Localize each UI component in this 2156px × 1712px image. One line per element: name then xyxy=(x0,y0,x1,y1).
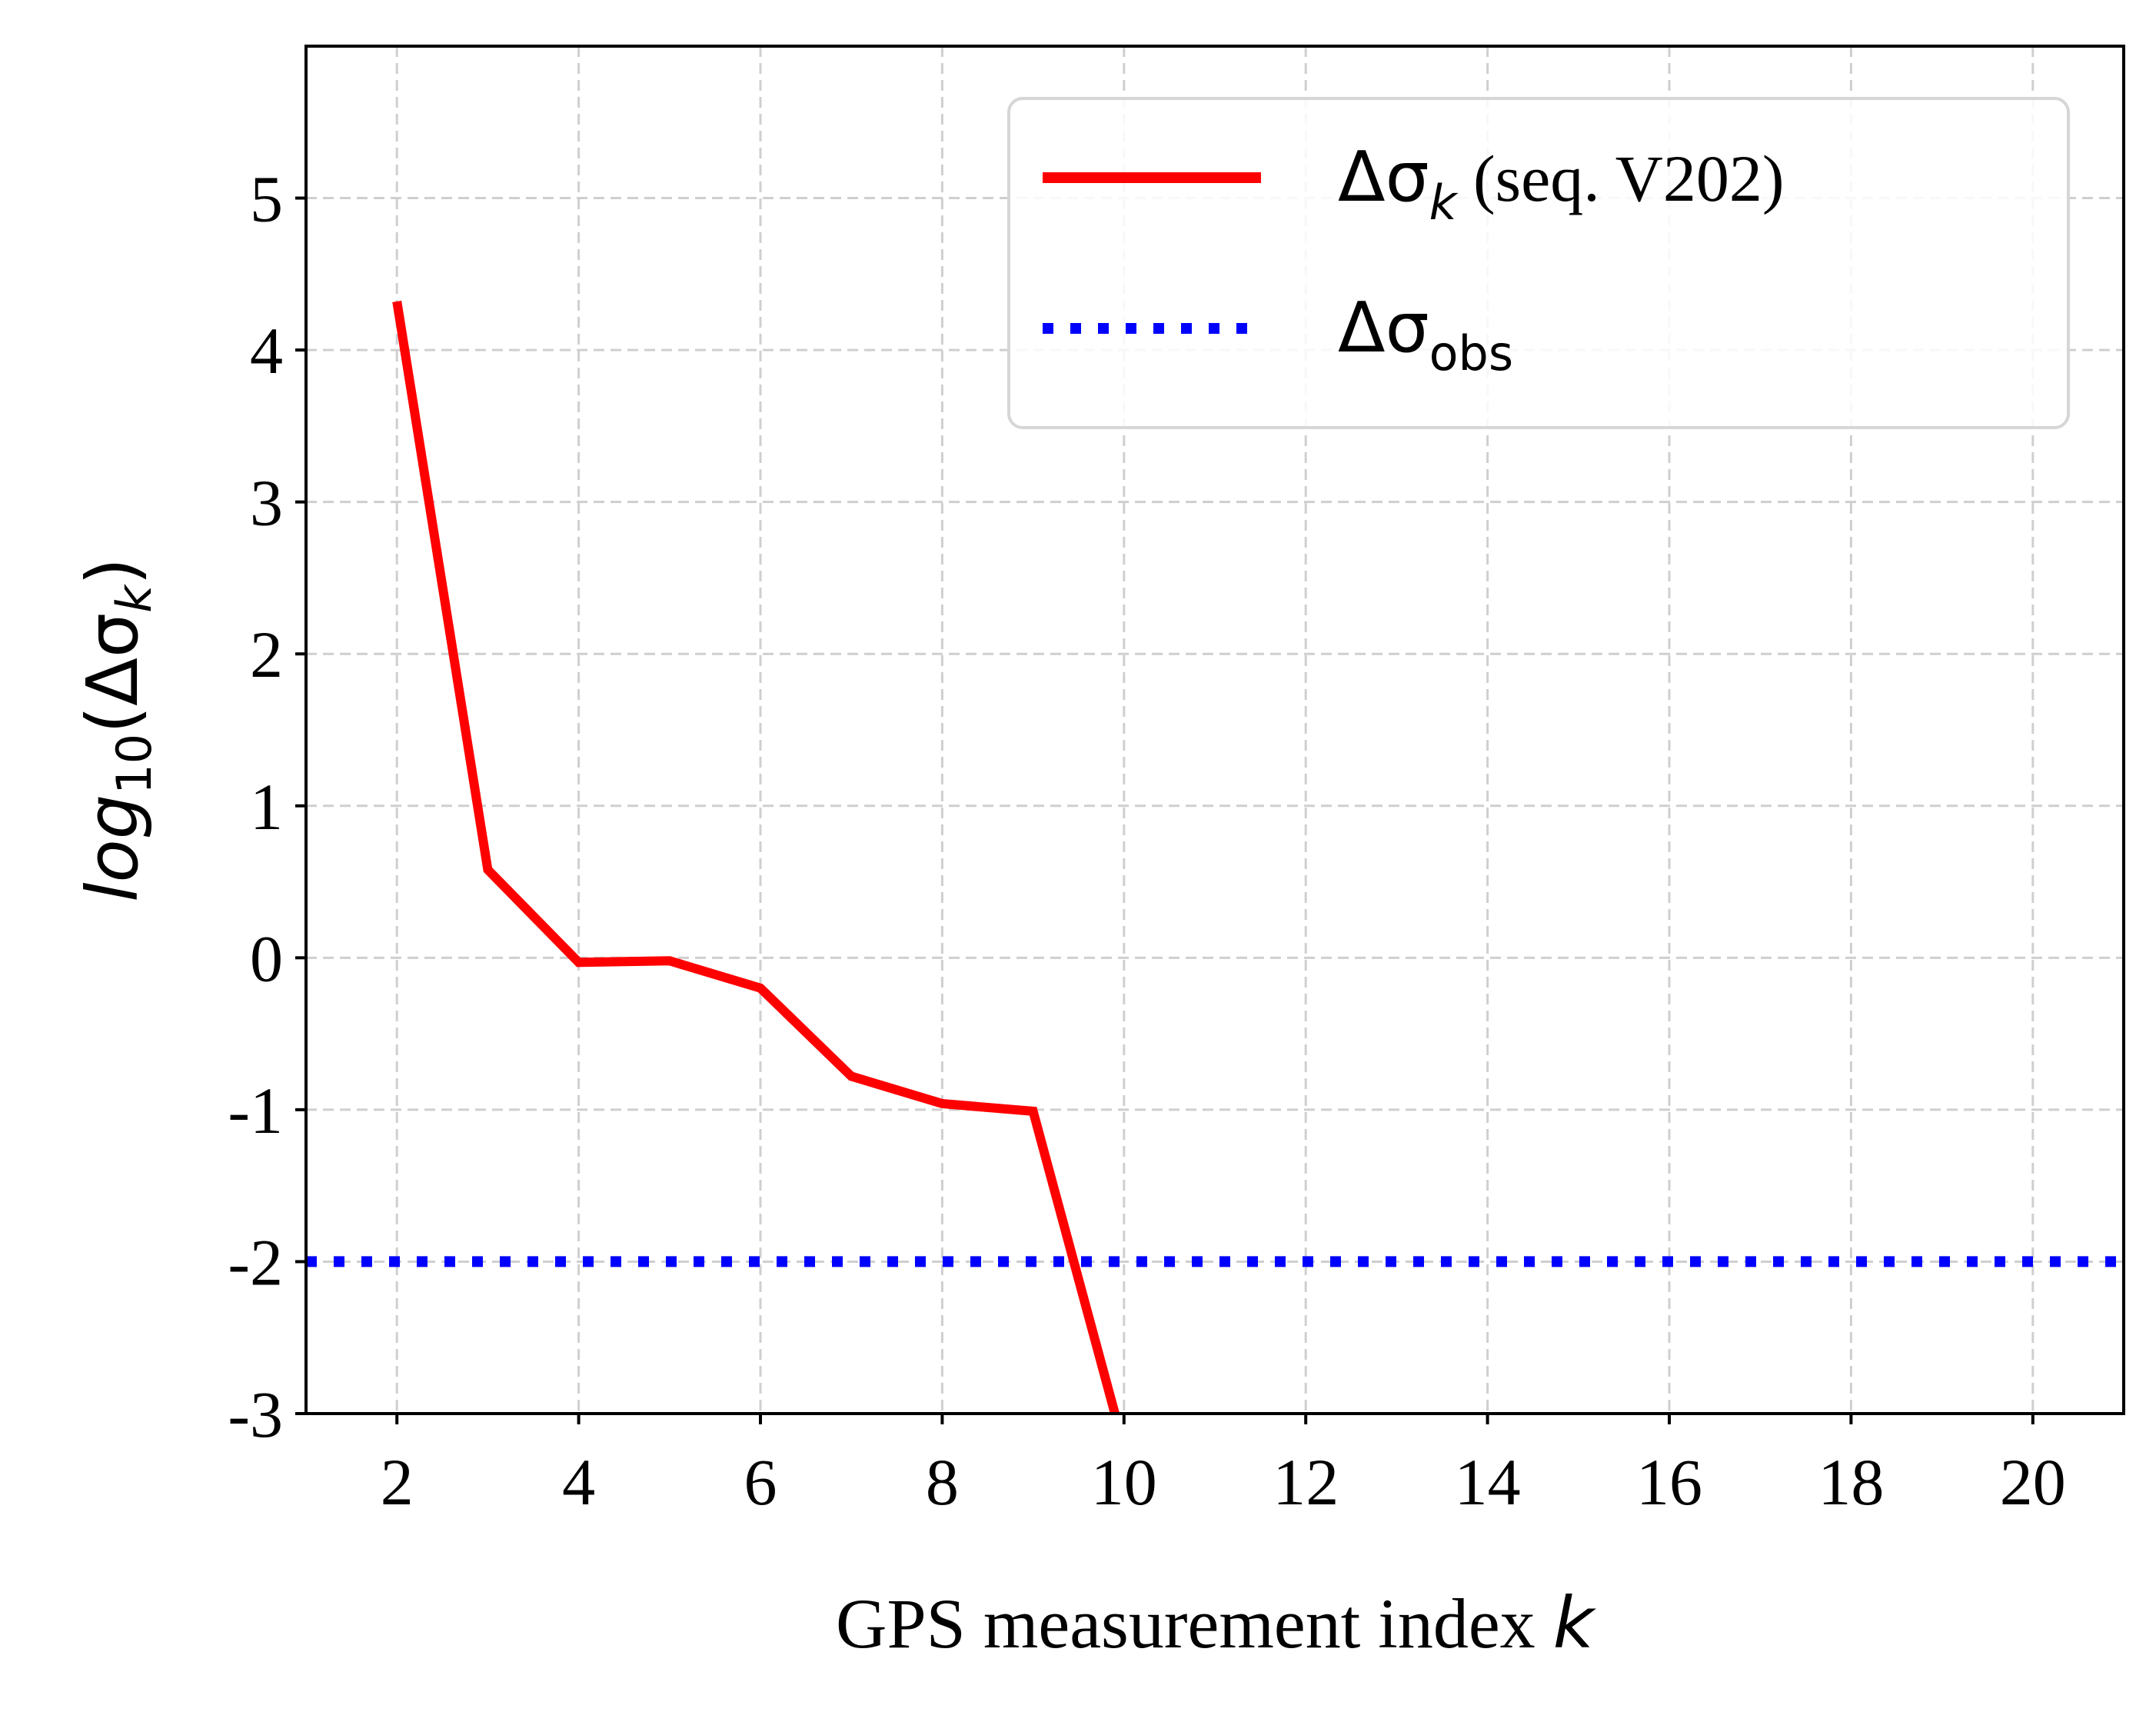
y-axis-title-open: (Δσ xyxy=(72,613,154,734)
x-axis-title: GPS measurement index k xyxy=(836,1582,1597,1664)
x-tick-label-12: 12 xyxy=(1273,1445,1339,1519)
x-tick-label-10: 10 xyxy=(1091,1445,1157,1519)
x-axis-title-variable: k xyxy=(1553,1582,1597,1664)
y-tick-label-5: 2 xyxy=(250,618,283,691)
series-layer xyxy=(306,300,2124,1414)
y-tick-label-1: -2 xyxy=(228,1225,283,1299)
y-tick-label-2: -1 xyxy=(228,1074,283,1147)
x-axis-title-text: GPS measurement index xyxy=(836,1584,1553,1663)
y-axis-title-fn: log xyxy=(72,794,154,902)
y-tick-label-3: 0 xyxy=(250,921,283,995)
legend-box xyxy=(1007,97,2070,429)
x-tick-label-20: 20 xyxy=(2000,1445,2066,1519)
legend-label-sigma-k-sub: k xyxy=(1429,175,1459,231)
legend-label-sigma-obs: Δσobs xyxy=(1338,288,1513,381)
x-tick-label-4: 4 xyxy=(562,1445,595,1519)
legend-label-sigma-k-suffix: (seq. V202) xyxy=(1457,142,1785,215)
legend-label-sigma-obs-main: Δσ xyxy=(1338,288,1429,368)
y-tick-label-8: 5 xyxy=(250,162,283,236)
series-line-k xyxy=(392,300,1120,1414)
y-tick-label-4: 1 xyxy=(250,770,283,844)
legend-label-sigma-k: Δσk (seq. V202) xyxy=(1338,137,1784,231)
legend: Δσk (seq. V202) Δσobs xyxy=(1007,97,2070,429)
x-tick-label-16: 16 xyxy=(1636,1445,1702,1519)
y-tick-label-0: -3 xyxy=(228,1377,283,1451)
y-axis-title: log10(Δσk) xyxy=(72,558,162,902)
x-tick-label-2: 2 xyxy=(381,1445,414,1519)
legend-label-sigma-obs-sub: obs xyxy=(1429,325,1514,381)
y-tick-label-6: 3 xyxy=(250,466,283,540)
y-axis-title-close: ) xyxy=(72,558,154,585)
y-axis-title-sub2: k xyxy=(106,584,162,613)
x-tick-label-18: 18 xyxy=(1818,1445,1884,1519)
y-tick-label-7: 4 xyxy=(250,314,283,388)
x-tick-label-14: 14 xyxy=(1455,1445,1521,1519)
legend-label-sigma-k-main: Δσ xyxy=(1338,137,1429,218)
x-tick-label-6: 6 xyxy=(744,1445,777,1519)
plot-frame xyxy=(304,45,2125,1415)
y-axis-title-sub: 10 xyxy=(106,734,162,794)
x-tick-label-8: 8 xyxy=(926,1445,959,1519)
